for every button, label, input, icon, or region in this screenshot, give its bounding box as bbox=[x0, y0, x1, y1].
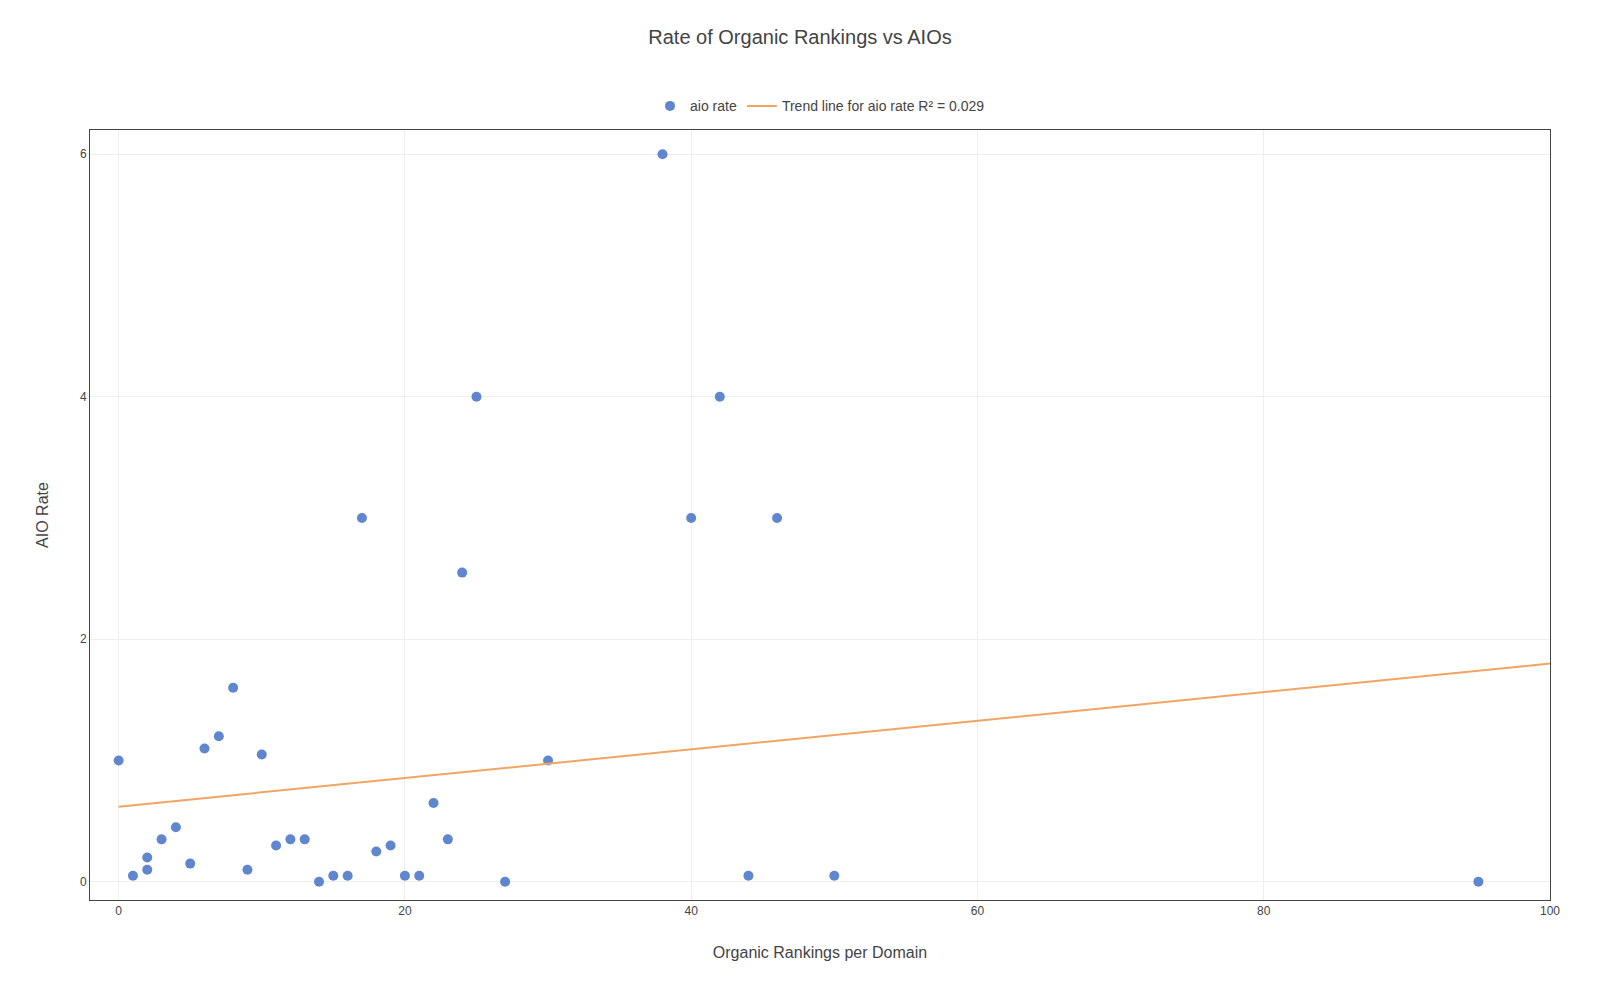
svg-text:0: 0 bbox=[115, 904, 122, 918]
svg-text:Rate of Organic Rankings vs AI: Rate of Organic Rankings vs AIOs bbox=[648, 26, 951, 48]
svg-text:6: 6 bbox=[80, 147, 87, 161]
svg-text:40: 40 bbox=[685, 904, 699, 918]
svg-text:20: 20 bbox=[398, 904, 412, 918]
svg-text:AIO Rate: AIO Rate bbox=[34, 482, 51, 548]
svg-text:80: 80 bbox=[1257, 904, 1271, 918]
svg-text:60: 60 bbox=[971, 904, 985, 918]
svg-text:2: 2 bbox=[80, 632, 87, 646]
svg-text:Trend line for aio rate R² = 0: Trend line for aio rate R² = 0.029 bbox=[782, 98, 984, 114]
svg-text:Organic Rankings per Domain: Organic Rankings per Domain bbox=[713, 944, 927, 961]
svg-text:4: 4 bbox=[80, 390, 87, 404]
svg-text:aio rate: aio rate bbox=[690, 98, 737, 114]
svg-text:100: 100 bbox=[1540, 904, 1560, 918]
svg-text:0: 0 bbox=[80, 875, 87, 889]
